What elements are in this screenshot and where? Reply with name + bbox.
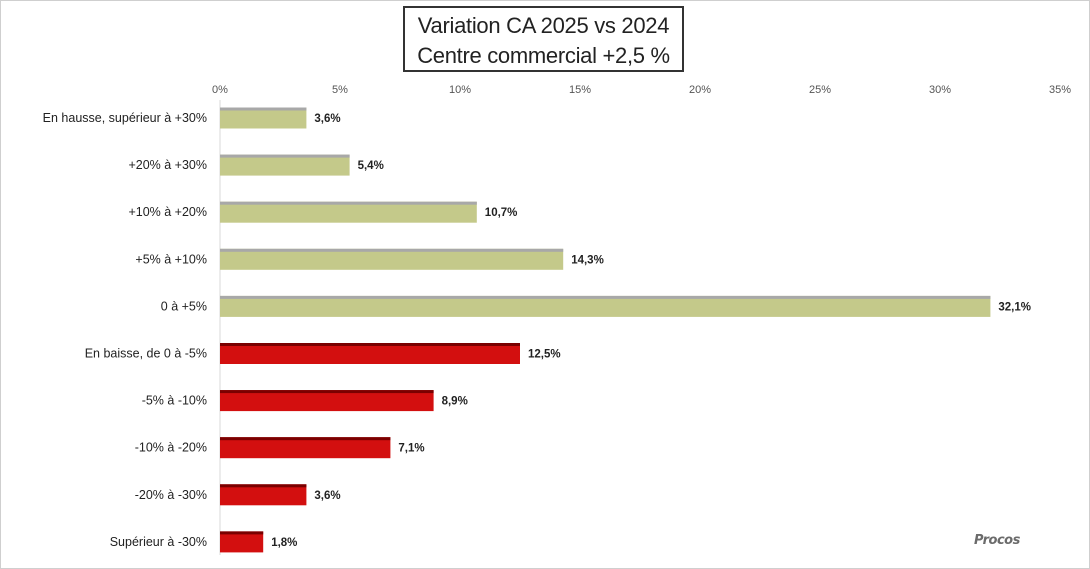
data-label: 14,3%	[571, 254, 604, 266]
data-label: 10,7%	[485, 207, 518, 219]
data-label: 3,6%	[314, 113, 340, 125]
chart-title: Variation CA 2025 vs 2024	[417, 13, 670, 38]
bar	[220, 248, 564, 270]
x-tick-label: 20%	[689, 84, 711, 96]
data-label: 5,4%	[358, 160, 384, 172]
bar-top-edge	[220, 201, 477, 205]
bar-top-edge	[220, 154, 350, 158]
category-label: +10% à +20%	[128, 205, 207, 219]
data-label: 7,1%	[398, 443, 424, 455]
x-tick-label: 5%	[332, 84, 348, 96]
bar-top-edge	[220, 295, 991, 299]
bar-top-edge	[220, 484, 307, 488]
x-tick-label: 15%	[569, 84, 591, 96]
data-label: 3,6%	[314, 490, 340, 502]
bar	[220, 484, 307, 506]
category-label: En hausse, supérieur à +30%	[43, 111, 207, 125]
bar	[220, 343, 520, 364]
chart-subtitle: Centre commercial +2,5 %	[417, 43, 670, 68]
procos-logo: Procos	[974, 533, 1020, 548]
category-label: En baisse, de 0 à -5%	[85, 347, 207, 361]
category-label: 0 à +5%	[161, 299, 207, 313]
bar	[220, 390, 434, 412]
bar-top-edge	[220, 437, 391, 441]
bar	[220, 107, 307, 129]
x-tick-label: 25%	[809, 84, 831, 96]
bar-top-edge	[220, 107, 307, 111]
bar	[220, 295, 991, 317]
x-tick-label: 35%	[1049, 84, 1071, 96]
bar-top-edge	[220, 531, 264, 535]
category-label: -20% à -30%	[135, 488, 207, 502]
bar-top-edge	[220, 248, 564, 252]
x-tick-label: 0%	[212, 84, 228, 96]
bar	[220, 154, 350, 176]
bar-top-edge	[220, 390, 434, 394]
data-label: 1,8%	[271, 537, 297, 549]
category-label: Supérieur à -30%	[110, 535, 207, 549]
x-tick-label: 10%	[449, 84, 471, 96]
chart-title-box: Variation CA 2025 vs 2024 Centre commerc…	[403, 6, 684, 72]
category-label: +20% à +30%	[128, 158, 207, 172]
x-tick-label: 30%	[929, 84, 951, 96]
bar-top-edge	[220, 343, 520, 346]
category-label: +5% à +10%	[135, 252, 207, 266]
data-label: 8,9%	[442, 396, 468, 408]
data-label: 12,5%	[528, 349, 561, 361]
bar	[220, 437, 391, 459]
bar	[220, 531, 264, 553]
category-label: -5% à -10%	[142, 394, 207, 408]
category-label: -10% à -20%	[135, 441, 207, 455]
data-label: 32,1%	[998, 301, 1031, 313]
bar	[220, 201, 477, 223]
